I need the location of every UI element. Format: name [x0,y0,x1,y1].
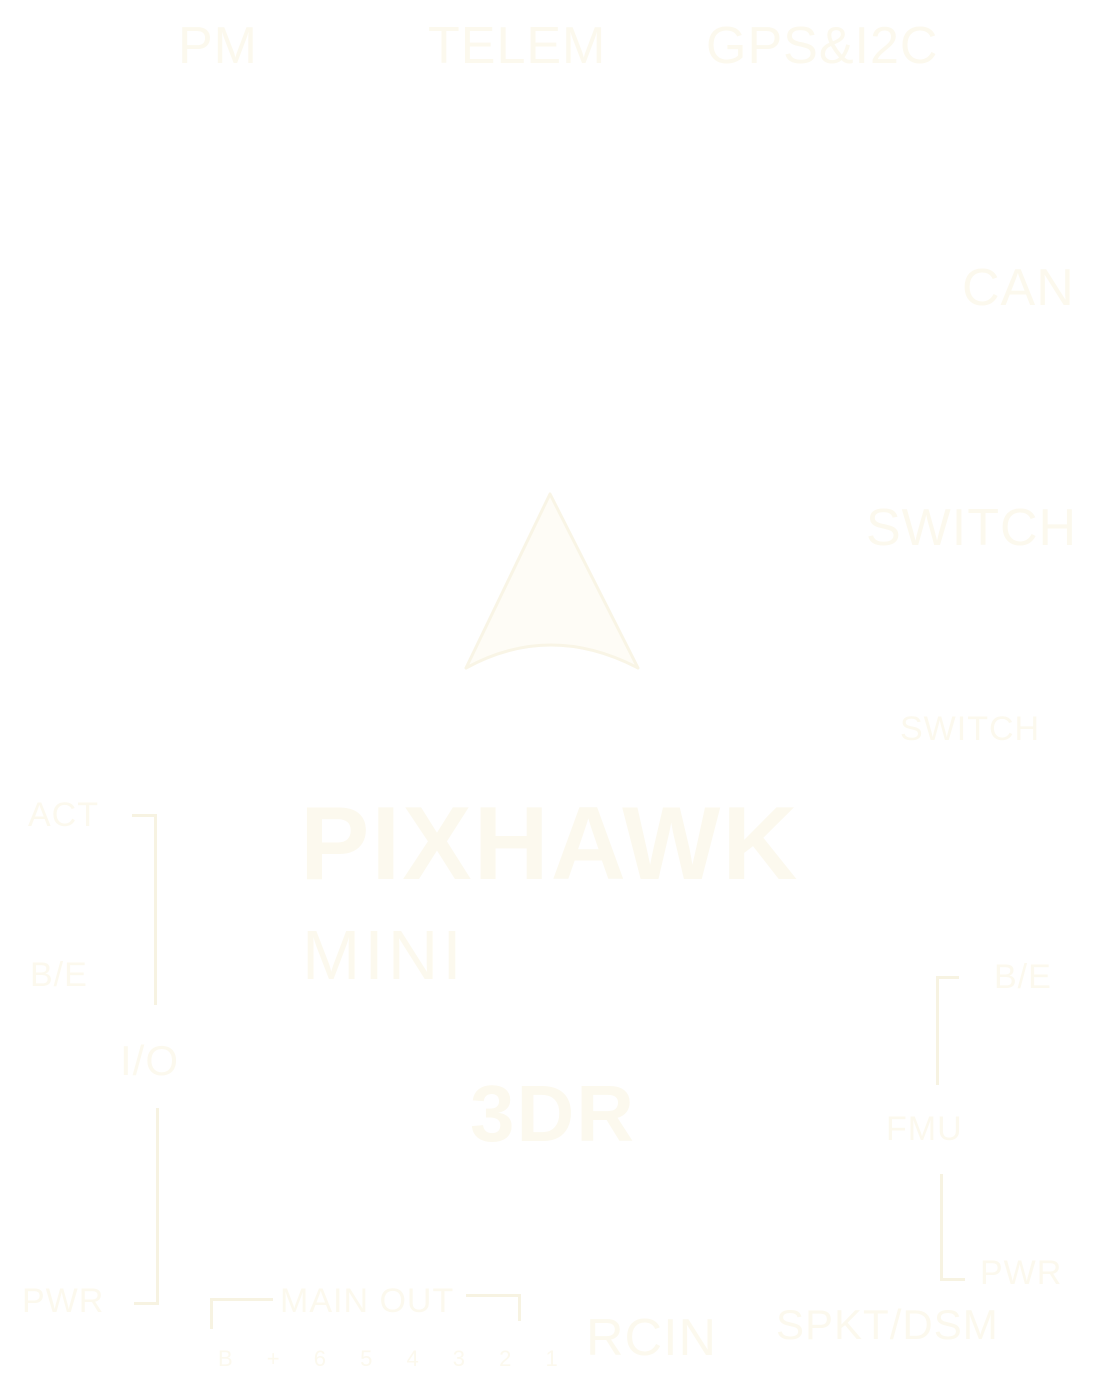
fmu-group-label: FMU [886,1110,963,1148]
maker-logo: 3DR [470,1069,637,1158]
telem-port-label: TELEM [428,17,607,75]
io-be-label: B/E [30,956,88,994]
io-group-label: I/O [120,1037,180,1084]
brand-model: MINI [302,916,466,994]
io-upper-bracket [132,814,157,1005]
fmu-lower-bracket [940,1174,965,1281]
main-out-label: MAIN OUT [280,1282,455,1320]
fmu-upper-bracket [936,976,959,1085]
spkt-dsm-port-label: SPKT/DSM [776,1301,999,1348]
pm-port-label: PM [178,17,258,75]
main-out-right-bracket [466,1294,521,1321]
io-lower-bracket [134,1108,159,1305]
io-pwr-label: PWR [22,1282,105,1320]
switch-port-label: SWITCH [866,499,1078,557]
can-port-label: CAN [962,259,1075,317]
rcin-port-label: RCIN [586,1309,718,1367]
orientation-arrow-icon [464,492,640,670]
fmu-be-label: B/E [994,958,1052,996]
gps-i2c-port-label: GPS&I2C [706,17,939,75]
main-out-pin-labels: B + 6 5 4 3 2 1 [218,1346,572,1371]
switch-led-label: SWITCH [900,710,1041,748]
io-act-label: ACT [28,796,99,834]
main-out-left-bracket [210,1298,273,1329]
brand-name: PIXHAWK [300,786,800,902]
fmu-pwr-label: PWR [980,1254,1063,1292]
